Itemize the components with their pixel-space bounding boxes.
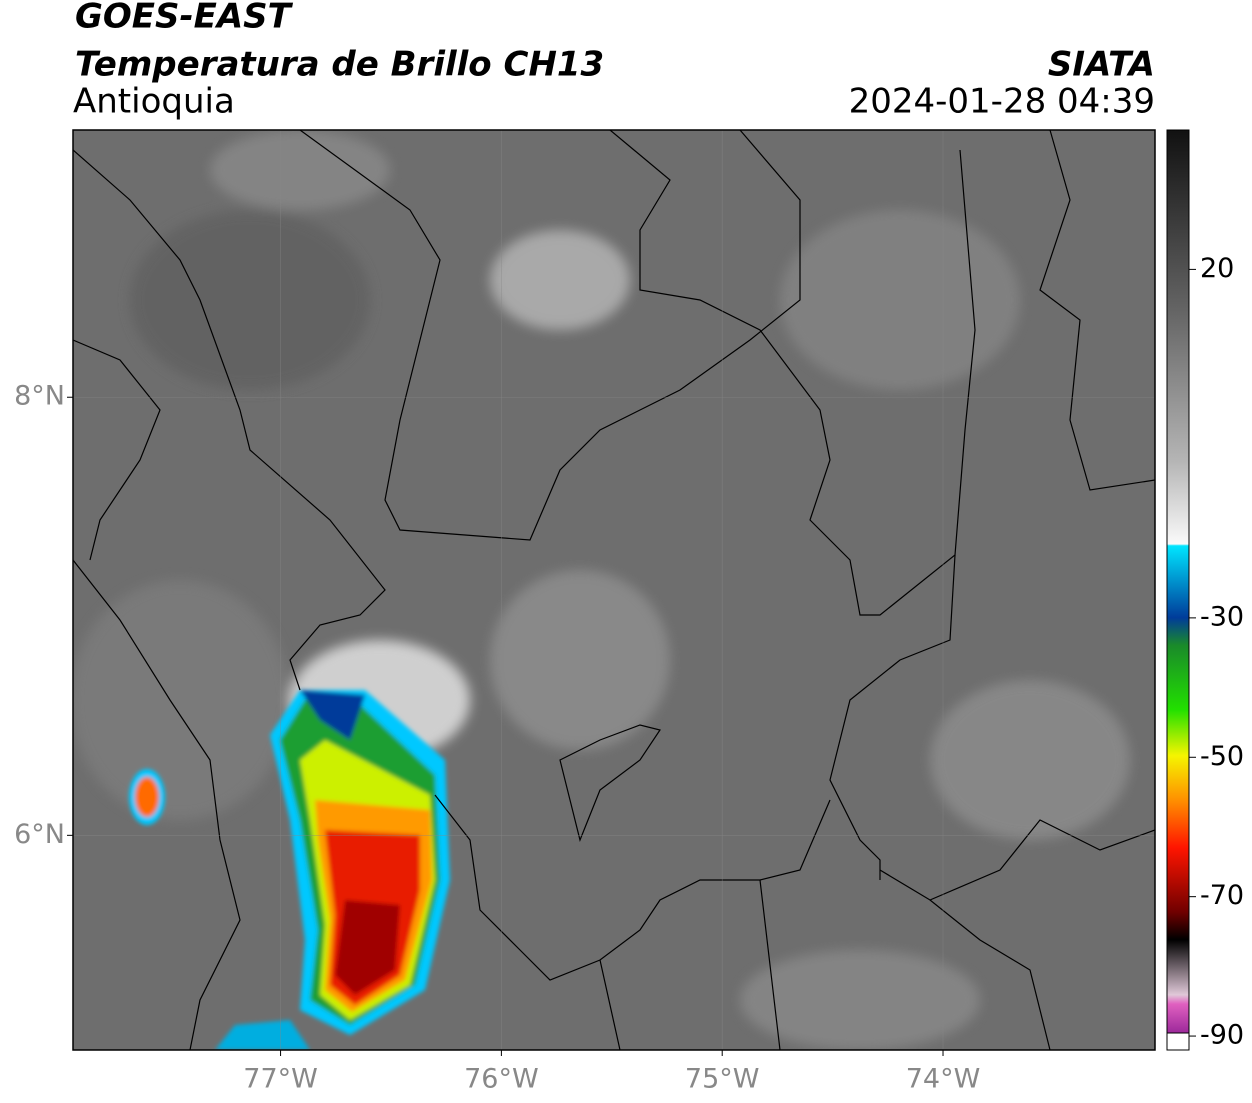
datetime: 2024-01-28 04:39 bbox=[849, 82, 1155, 122]
colorbar-tick-label: -70 bbox=[1200, 880, 1244, 911]
graticule bbox=[73, 130, 1155, 1050]
title: GOES-EAST bbox=[75, 0, 294, 37]
x-tick-label: 77°W bbox=[243, 1064, 318, 1095]
y-tick-label: 8°N bbox=[14, 381, 65, 412]
colorbar-tick-label: -90 bbox=[1200, 1020, 1244, 1051]
colorbar-under bbox=[1166, 1032, 1190, 1051]
borders bbox=[73, 130, 1155, 1050]
subtitle: Temperatura de Brillo CH13 bbox=[75, 45, 604, 85]
source: SIATA bbox=[1048, 45, 1155, 85]
colorbar-tick-label: 20 bbox=[1200, 253, 1234, 284]
x-tick-label: 74°W bbox=[906, 1064, 981, 1095]
colorbar-tick-label: -30 bbox=[1200, 601, 1244, 632]
map-frame bbox=[72, 129, 1156, 1051]
y-tick-label: 6°N bbox=[14, 819, 65, 850]
satellite-image bbox=[73, 130, 1155, 1050]
colorbar-tick-label: -50 bbox=[1200, 741, 1244, 772]
x-tick-label: 75°W bbox=[685, 1064, 760, 1095]
region: Antioquia bbox=[73, 82, 235, 122]
x-tick-label: 76°W bbox=[464, 1064, 539, 1095]
colorbar bbox=[1166, 129, 1190, 1051]
